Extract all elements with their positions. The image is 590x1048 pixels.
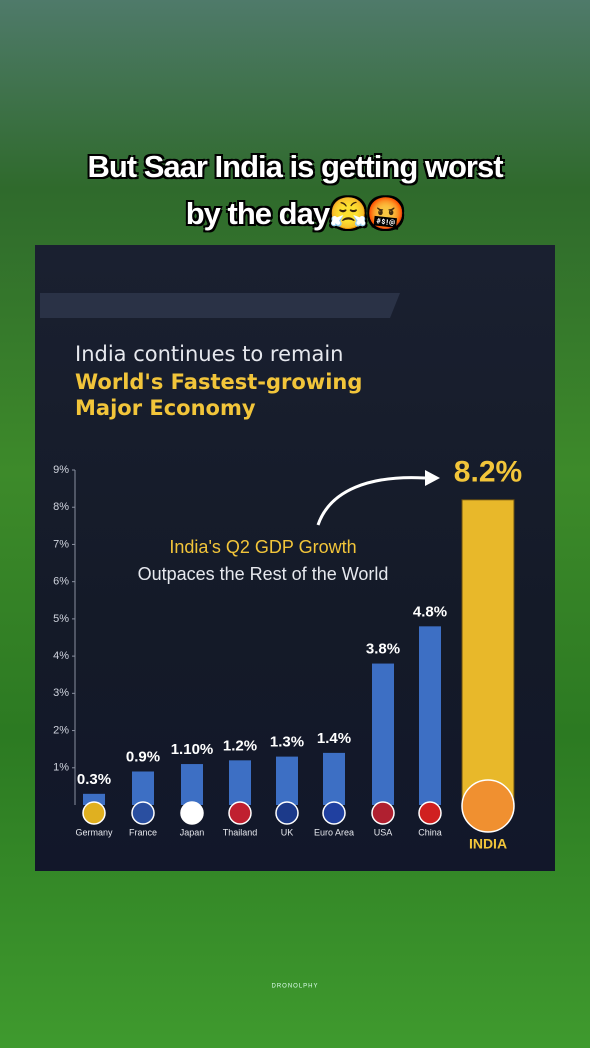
y-tick-label: 1% bbox=[53, 762, 69, 774]
y-tick-label: 3% bbox=[53, 687, 69, 699]
x-tick-label: Euro Area bbox=[314, 827, 354, 837]
x-tick-label: Japan bbox=[180, 827, 205, 837]
x-tick-label: Germany bbox=[75, 827, 113, 837]
flag bbox=[180, 801, 204, 825]
bar bbox=[419, 626, 441, 805]
flag bbox=[461, 779, 515, 833]
bar bbox=[181, 764, 203, 805]
value-label: 3.8% bbox=[366, 641, 400, 658]
value-label: 4.8% bbox=[413, 603, 447, 620]
y-tick-label: 9% bbox=[53, 464, 69, 476]
value-label: 8.2% bbox=[454, 456, 522, 489]
x-tick-label: Thailand bbox=[223, 827, 258, 837]
x-tick-label: INDIA bbox=[469, 836, 507, 852]
y-tick-label: 6% bbox=[53, 576, 69, 588]
x-tick-label: USA bbox=[374, 827, 393, 837]
watermark: DRONOLPHY bbox=[271, 984, 318, 990]
flag bbox=[418, 801, 442, 825]
y-tick-label: 4% bbox=[53, 650, 69, 662]
annotation: Outpaces the Rest of the World bbox=[138, 564, 389, 584]
chart-subtitle: World's Fastest-growing Major Economy bbox=[75, 370, 363, 420]
y-tick-label: 7% bbox=[53, 538, 69, 550]
bar bbox=[132, 771, 154, 805]
decor-band bbox=[40, 293, 400, 318]
flag bbox=[371, 801, 395, 825]
y-tick-label: 8% bbox=[53, 501, 69, 513]
x-tick-label: France bbox=[129, 827, 157, 837]
flag bbox=[228, 801, 252, 825]
flag bbox=[275, 801, 299, 825]
y-tick-label: 2% bbox=[53, 724, 69, 736]
annotation: India's Q2 GDP Growth bbox=[169, 537, 356, 557]
chart-title: India continues to remain bbox=[75, 342, 344, 366]
bar bbox=[323, 752, 345, 805]
flag bbox=[131, 801, 155, 825]
flag bbox=[322, 801, 346, 825]
value-label: 0.9% bbox=[126, 748, 160, 765]
y-tick-label: 5% bbox=[53, 613, 69, 625]
value-label: 1.2% bbox=[223, 737, 257, 754]
bar bbox=[461, 499, 515, 806]
flag bbox=[82, 801, 106, 825]
overlay-caption: But Saar India is getting worst bbox=[87, 149, 503, 184]
arrow-head bbox=[425, 470, 440, 486]
value-label: 1.10% bbox=[171, 741, 214, 758]
bar bbox=[83, 793, 105, 805]
value-label: 1.3% bbox=[270, 734, 304, 751]
overlay-caption: by the day😤🤬 bbox=[185, 196, 406, 231]
value-label: 0.3% bbox=[77, 771, 111, 788]
bar bbox=[276, 756, 298, 805]
bar bbox=[229, 760, 251, 805]
value-label: 1.4% bbox=[317, 730, 351, 747]
arrow bbox=[316, 476, 426, 526]
x-tick-label: UK bbox=[281, 827, 294, 837]
x-tick-label: China bbox=[418, 827, 442, 837]
bar bbox=[372, 663, 394, 805]
